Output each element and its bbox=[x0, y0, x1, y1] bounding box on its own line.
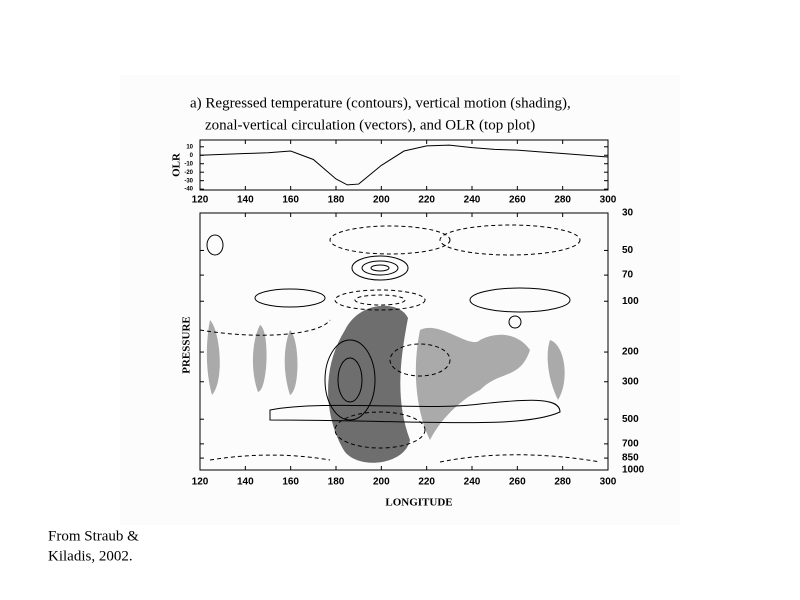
y-tick-label: 500 bbox=[622, 414, 639, 425]
x-tick-label: 220 bbox=[418, 477, 435, 488]
caption: Kiladis, 2002. bbox=[48, 548, 133, 564]
contour-field bbox=[200, 224, 601, 463]
x-tick-label: 260 bbox=[509, 477, 526, 488]
chart-title: a) Regressed temperature (contours), ver… bbox=[190, 95, 571, 111]
x-tick-label: 200 bbox=[373, 195, 390, 206]
x-tick-label: 120 bbox=[192, 195, 209, 206]
y-tick-label: -10 bbox=[184, 161, 193, 167]
y-tick-label: 1000 bbox=[622, 465, 645, 476]
figure-background bbox=[120, 75, 680, 525]
plot-frame bbox=[199, 139, 609, 191]
x-tick-label: 280 bbox=[554, 477, 571, 488]
y-tick-label: 50 bbox=[622, 245, 634, 256]
y-tick-label: 30 bbox=[622, 208, 634, 219]
y-tick-label: 200 bbox=[622, 347, 639, 358]
chart-title: zonal-vertical circulation (vectors), an… bbox=[205, 117, 535, 133]
y-tick-label: 850 bbox=[622, 453, 639, 464]
y-tick-label: 700 bbox=[622, 438, 639, 449]
x-tick-label: 240 bbox=[464, 195, 481, 206]
olr-line bbox=[199, 144, 609, 186]
x-tick-label: 140 bbox=[237, 195, 254, 206]
y-axis-label: OLR bbox=[171, 152, 183, 177]
plot-frame bbox=[199, 212, 609, 471]
y-tick-label: 0 bbox=[190, 153, 194, 159]
y-tick-label: 100 bbox=[622, 296, 639, 307]
x-tick-label: 160 bbox=[282, 477, 299, 488]
x-tick-label: 300 bbox=[600, 195, 617, 206]
x-tick-label: 220 bbox=[418, 195, 435, 206]
x-tick-label: 120 bbox=[192, 477, 209, 488]
y-tick-label: 10 bbox=[186, 144, 193, 150]
y-axis-label: PRESSURE bbox=[181, 316, 193, 373]
y-tick-label: -20 bbox=[184, 170, 193, 176]
x-tick-label: 180 bbox=[328, 195, 345, 206]
x-tick-label: 240 bbox=[464, 477, 481, 488]
y-tick-label: 300 bbox=[622, 376, 639, 387]
y-tick-label: -40 bbox=[184, 187, 193, 193]
x-tick-label: 300 bbox=[600, 477, 617, 488]
x-tick-label: 160 bbox=[282, 195, 299, 206]
caption: From Straub & bbox=[48, 528, 139, 544]
x-tick-label: 140 bbox=[237, 477, 254, 488]
x-tick-label: 180 bbox=[328, 477, 345, 488]
x-tick-label: 280 bbox=[554, 195, 571, 206]
y-tick-label: -30 bbox=[184, 178, 193, 184]
x-tick-label: 260 bbox=[509, 195, 526, 206]
x-axis-label: LONGITUDE bbox=[385, 497, 452, 509]
x-tick-label: 200 bbox=[373, 477, 390, 488]
y-tick-label: 70 bbox=[622, 270, 634, 281]
